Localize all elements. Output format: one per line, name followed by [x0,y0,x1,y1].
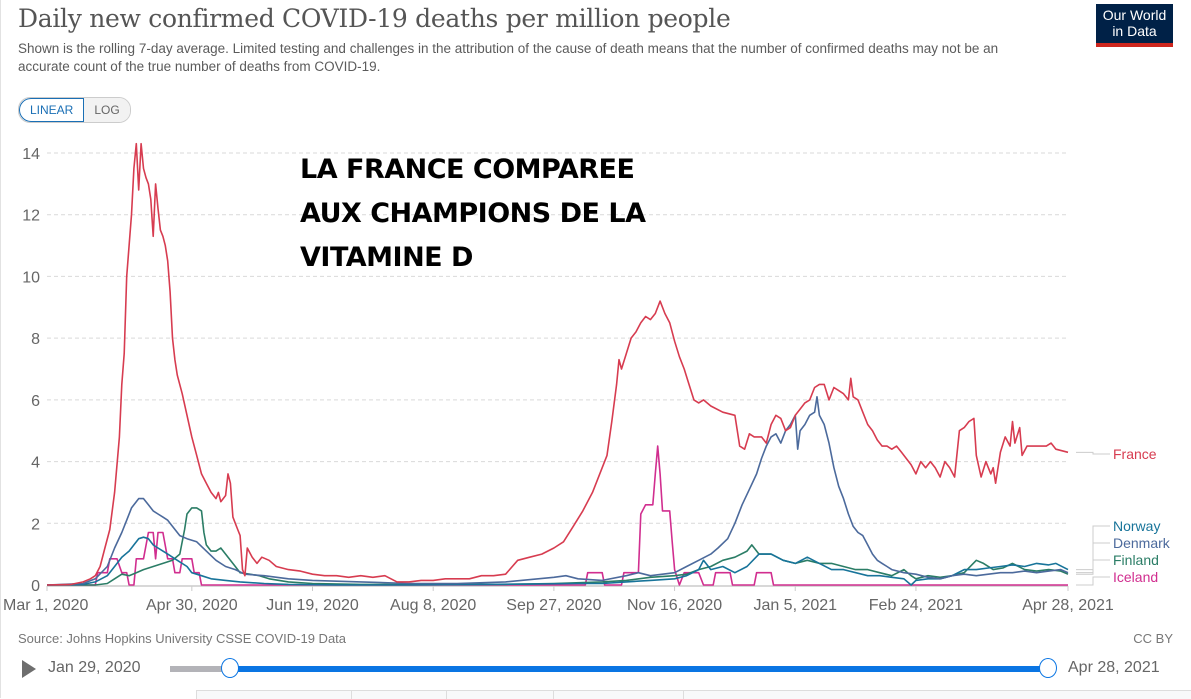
tab-bar [196,690,1191,699]
label-connector [1076,542,1110,574]
y-tick-label: 2 [31,516,40,533]
y-tick-label: 4 [31,455,40,472]
scale-option-log[interactable]: LOG [84,98,130,122]
x-tick-label: Sep 27, 2020 [506,597,601,614]
y-tick-label: 14 [22,146,40,163]
x-tick-label: Feb 24, 2021 [869,597,963,614]
series-line-france [46,142,1069,586]
label-connector [1076,576,1110,586]
logo-line-2: in Data [1112,23,1157,39]
x-tick-label: Nov 16, 2020 [627,597,722,614]
x-tick-label: Apr 30, 2020 [146,597,238,614]
y-tick-label: 12 [22,208,40,225]
timeline: Jan 29, 2020 Apr 28, 2021 [0,652,1191,688]
timeline-end-label: Apr 28, 2021 [1068,659,1160,676]
x-tick-label: Apr 28, 2021 [1022,597,1114,614]
series-label-denmark: Denmark [1113,535,1171,551]
series-line-iceland [47,445,1068,586]
overlay-line-1: LA FRANCE COMPAREE [300,154,635,185]
x-tick-label: Aug 8, 2020 [390,597,476,614]
tab-divider [351,691,352,699]
y-tick-label: 10 [22,269,40,286]
overlay-line-2: AUX CHAMPIONS DE LA [300,198,646,229]
series-label-finland: Finland [1113,552,1159,568]
timeline-track-inactive[interactable] [170,666,230,672]
chart-title: Daily new confirmed COVID-19 deaths per … [18,4,731,33]
logo-accent-bar [1096,43,1173,47]
y-tick-label: 0 [31,578,40,595]
x-tick-label: Jan 5, 2021 [753,597,837,614]
y-tick-label: 6 [31,393,40,410]
x-tick-label: Mar 1, 2020 [3,597,88,614]
license-label[interactable]: CC BY [1133,631,1173,646]
frame-border [0,0,1,698]
scale-option-linear[interactable]: LINEAR [19,98,85,122]
play-icon[interactable] [22,660,36,678]
logo-line-1: Our World [1102,7,1167,23]
timeline-end-handle[interactable] [1039,658,1057,678]
timeline-start-label: Jan 29, 2020 [48,659,141,676]
tab-divider [683,691,684,699]
series-line-finland [47,507,1069,586]
tab-divider [446,691,447,699]
tab-divider [196,691,197,699]
chart-subtitle: Shown is the rolling 7-day average. Limi… [18,41,999,74]
series-label-iceland: Iceland [1113,569,1158,585]
scale-toggle[interactable]: LINEAR LOG [18,97,131,123]
owid-logo[interactable]: Our World in Data [1096,4,1173,47]
line-chart: 0 2 4 6 8 10 12 14 Mar 1, 2020 Apr 30, 2020 Jun 19… [3,142,1171,614]
source-note[interactable]: Source: Johns Hopkins University CSSE CO… [18,631,347,646]
label-connector [1076,451,1110,455]
timeline-start-handle[interactable] [221,658,239,678]
label-connector [1076,559,1110,575]
series-label-france: France [1113,446,1157,462]
tab-divider [553,691,554,699]
timeline-track-selected[interactable] [230,666,1048,672]
series-label-norway: Norway [1113,518,1160,534]
overlay-line-3: VITAMINE D [300,242,473,273]
series-line-denmark [46,396,1069,586]
y-tick-label: 8 [31,331,40,348]
annotation-overlay: LA FRANCE COMPAREE AUX CHAMPIONS DE LA V… [300,148,646,280]
x-tick-label: Jun 19, 2020 [266,597,359,614]
